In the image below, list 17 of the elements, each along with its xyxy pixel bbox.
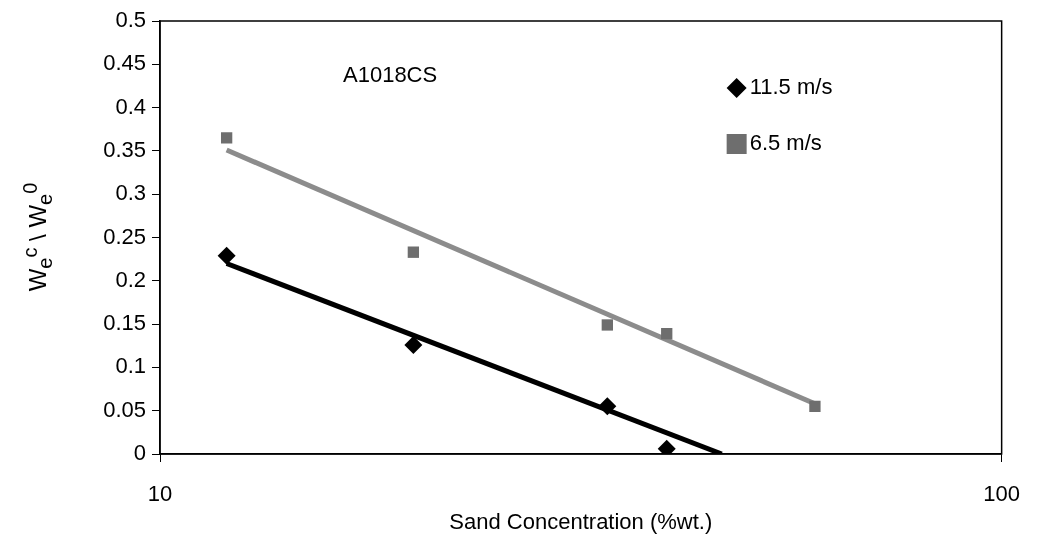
x-axis-title: Sand Concentration (%wt.) <box>449 508 713 534</box>
legend-label: 11.5 m/s <box>749 74 833 100</box>
y-tick-label: 0.4 <box>115 93 146 119</box>
legend-label: 6.5 m/s <box>749 130 822 156</box>
y-tick-label: 0 <box>133 440 146 466</box>
y-tick-label: 0.5 <box>115 7 146 33</box>
y-tick-label: 0.35 <box>103 136 146 162</box>
x-tick-label: 10 <box>147 481 173 507</box>
y-tick-label: 0.45 <box>103 50 146 76</box>
annotation: A1018CS <box>343 62 438 88</box>
y-tick-label: 0.2 <box>115 266 146 292</box>
x-tick-label: 100 <box>983 481 1021 507</box>
y-tick-label: 0.3 <box>115 180 146 206</box>
y-tick-label: 0.15 <box>103 310 146 336</box>
y-tick-label: 0.25 <box>103 223 146 249</box>
y-tick-label: 0.05 <box>103 396 146 422</box>
y-tick-label: 0.1 <box>115 353 146 379</box>
